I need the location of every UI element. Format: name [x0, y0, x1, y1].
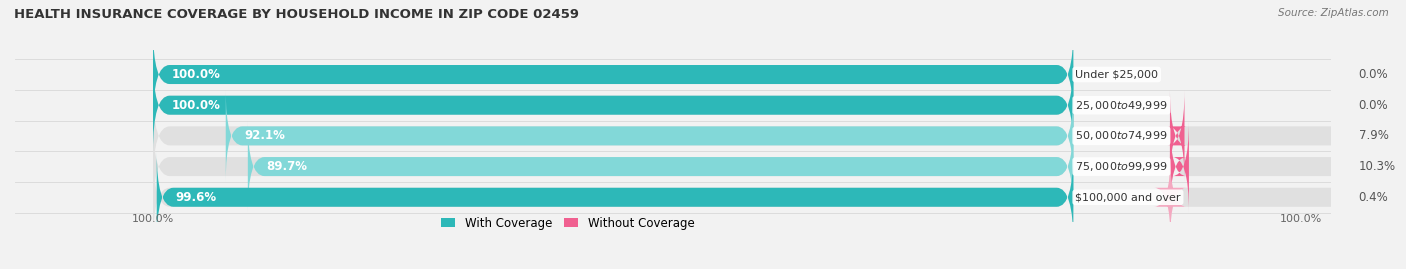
Text: 7.9%: 7.9% [1358, 129, 1389, 142]
FancyBboxPatch shape [1154, 151, 1187, 243]
Text: $50,000 to $74,999: $50,000 to $74,999 [1076, 129, 1167, 142]
FancyBboxPatch shape [153, 90, 1073, 182]
Text: 100.0%: 100.0% [132, 214, 174, 224]
FancyBboxPatch shape [153, 151, 1073, 243]
FancyBboxPatch shape [1170, 121, 1189, 212]
Text: $100,000 and over: $100,000 and over [1076, 192, 1181, 202]
Text: Source: ZipAtlas.com: Source: ZipAtlas.com [1278, 8, 1389, 18]
FancyBboxPatch shape [1168, 90, 1187, 182]
Legend: With Coverage, Without Coverage: With Coverage, Without Coverage [441, 217, 695, 230]
Text: 0.0%: 0.0% [1358, 68, 1388, 81]
Text: 99.6%: 99.6% [176, 191, 217, 204]
FancyBboxPatch shape [1170, 121, 1354, 212]
FancyBboxPatch shape [1170, 151, 1354, 243]
Text: 0.0%: 0.0% [1358, 99, 1388, 112]
FancyBboxPatch shape [247, 121, 1073, 212]
Text: 100.0%: 100.0% [172, 68, 221, 81]
Text: 0.4%: 0.4% [1358, 191, 1388, 204]
Text: Under $25,000: Under $25,000 [1076, 69, 1159, 80]
Text: 100.0%: 100.0% [172, 99, 221, 112]
FancyBboxPatch shape [153, 121, 1073, 212]
Text: 92.1%: 92.1% [245, 129, 285, 142]
FancyBboxPatch shape [153, 59, 1073, 151]
Text: 10.3%: 10.3% [1358, 160, 1396, 173]
Text: $25,000 to $49,999: $25,000 to $49,999 [1076, 99, 1167, 112]
FancyBboxPatch shape [153, 29, 1073, 120]
Text: HEALTH INSURANCE COVERAGE BY HOUSEHOLD INCOME IN ZIP CODE 02459: HEALTH INSURANCE COVERAGE BY HOUSEHOLD I… [14, 8, 579, 21]
FancyBboxPatch shape [1170, 90, 1354, 182]
FancyBboxPatch shape [226, 90, 1073, 182]
FancyBboxPatch shape [153, 59, 1073, 151]
FancyBboxPatch shape [153, 29, 1073, 120]
Text: 100.0%: 100.0% [1279, 214, 1322, 224]
FancyBboxPatch shape [156, 151, 1073, 243]
Text: $75,000 to $99,999: $75,000 to $99,999 [1076, 160, 1167, 173]
Text: 89.7%: 89.7% [266, 160, 308, 173]
